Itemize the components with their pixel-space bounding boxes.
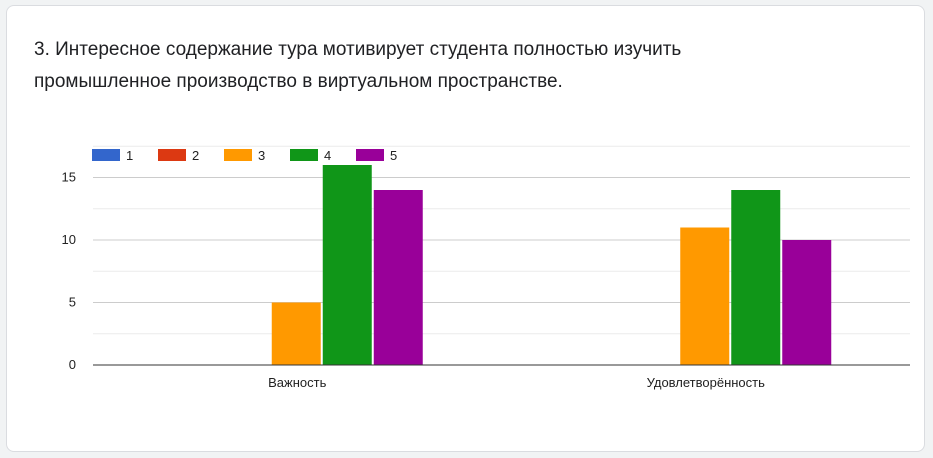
y-tick-label: 10: [62, 232, 76, 247]
y-tick-label: 15: [62, 170, 76, 185]
legend-label: 4: [324, 148, 331, 163]
y-tick-label: 0: [69, 357, 76, 372]
bar: [373, 190, 423, 365]
bar: [680, 227, 730, 365]
legend-swatch: [158, 149, 186, 161]
legend-label: 1: [126, 148, 133, 163]
bar: [782, 240, 832, 365]
legend-label: 5: [390, 148, 397, 163]
legend-label: 2: [192, 148, 199, 163]
legend-swatch: [356, 149, 384, 161]
x-category-label: Удовлетворённость: [647, 375, 765, 390]
x-category-label: Важность: [268, 375, 326, 390]
bar: [271, 302, 321, 365]
question-title: 3. Интересное содержание тура мотивирует…: [34, 34, 794, 98]
question-number: 3.: [34, 39, 50, 60]
legend-swatch: [290, 149, 318, 161]
bar: [322, 165, 372, 365]
legend-swatch: [92, 149, 120, 161]
chart-legend: 1 2 3 4 5: [92, 148, 397, 163]
chart-axes: 0 5 10 15 Важность Удовлетворённость: [62, 170, 910, 390]
chart-bars: [271, 165, 832, 365]
y-tick-label: 5: [69, 295, 76, 310]
legend-label: 3: [258, 148, 265, 163]
question-text: Интересное содержание тура мотивирует ст…: [34, 39, 682, 92]
bar: [731, 190, 781, 365]
legend-swatch: [224, 149, 252, 161]
